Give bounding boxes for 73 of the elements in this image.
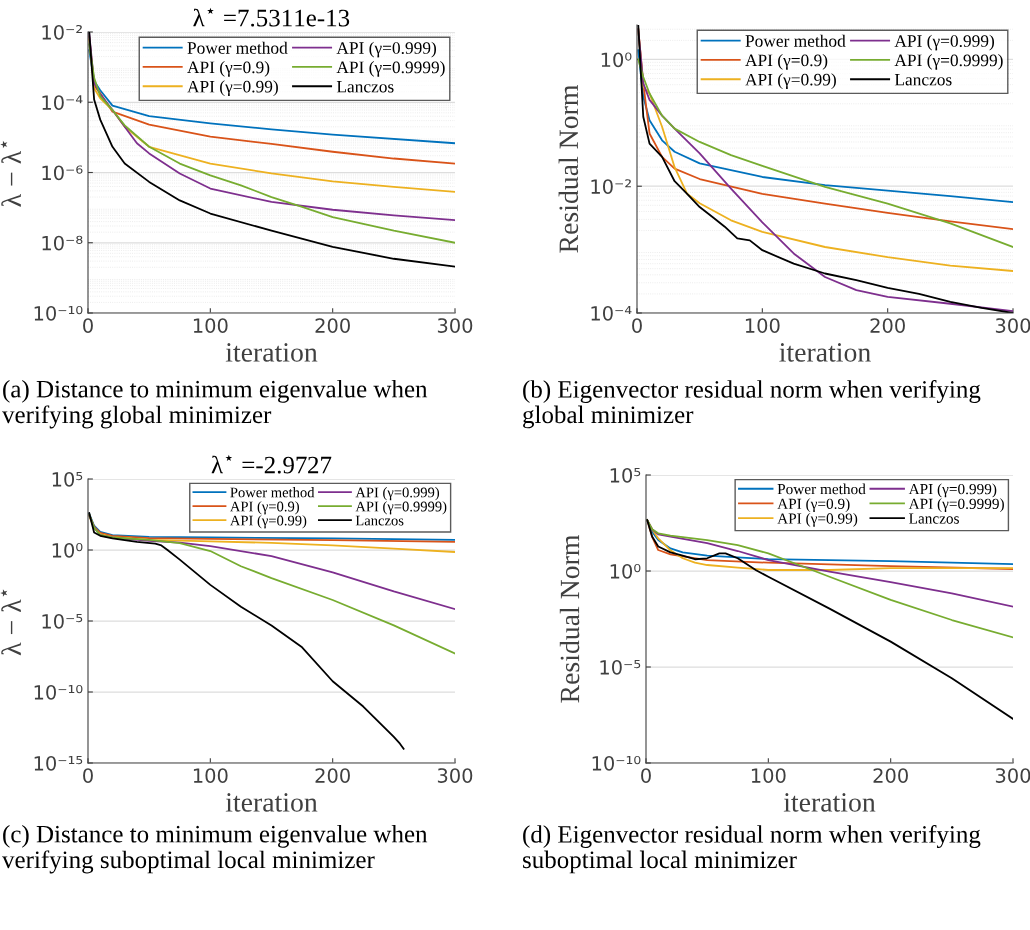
legend-label: API (γ=0.999) — [336, 41, 437, 58]
line-series — [637, 49, 1013, 204]
x-axis-title: iteration — [779, 343, 871, 362]
x-axis-title: iteration — [225, 793, 318, 812]
text: (b) Eigenvector residual norm when verifying global minimizer — [523, 380, 981, 429]
x-tick-label: 0 — [83, 768, 93, 783]
legend-label: Lanczos — [336, 80, 394, 93]
legend-label: API (γ=0.99) — [745, 73, 836, 90]
x-axis-title: iteration — [783, 793, 876, 812]
x-tick-label: 100 — [193, 318, 228, 333]
legend-label: Lanczos — [355, 515, 404, 526]
y-tick-label: 10⁰ — [52, 542, 83, 558]
y-axis-title: Residual Norm — [558, 84, 579, 253]
legend-label: Power method — [230, 487, 315, 498]
x-tick-label: 300 — [437, 768, 473, 783]
y-tick-label: 10⁻¹⁵ — [34, 755, 83, 771]
chart-title: λ$^{⋆}$ =7.5311e-13 — [193, 7, 350, 27]
legend-label: API (γ=0.999) — [355, 487, 440, 501]
x-tick-label: 100 — [745, 318, 780, 333]
x-tick-label: 0 — [641, 768, 651, 783]
x-tick-label: 200 — [315, 318, 350, 333]
y-tick-label: 10⁻² — [42, 24, 82, 40]
y-tick-label: 10⁻¹⁰ — [34, 305, 83, 321]
x-tick-label: 300 — [995, 768, 1030, 783]
y-tick-label: 10⁰ — [610, 563, 641, 579]
text: (c) Distance to minimum eigenvalue when verifying suboptimal local minimizer — [2, 825, 428, 874]
y-tick-label: 10⁻⁸ — [42, 235, 83, 251]
y-tick-label: 10⁻¹⁰ — [34, 684, 83, 700]
y-axis-title: Residual Norm — [559, 534, 580, 703]
y-tick-label: 10⁰ — [601, 52, 632, 68]
y-tick-label: 10⁻⁴ — [42, 95, 83, 110]
legend-label: API (γ=0.9) — [777, 498, 850, 513]
x-tick-label: 200 — [870, 318, 905, 333]
x-axis-title: iteration — [225, 343, 318, 362]
y-axis-title: λ − λ$^{⋆}$ — [0, 589, 21, 656]
legend-label: API (γ=0.9) — [745, 53, 828, 70]
legend-label: API (γ=0.999) — [894, 34, 995, 51]
legend-label: API (γ=0.9999) — [336, 60, 445, 77]
legend-label: Power method — [745, 34, 846, 47]
legend-label: API (γ=0.9) — [187, 60, 270, 77]
legend-label: API (γ=0.99) — [777, 512, 858, 527]
x-tick-label: 0 — [632, 318, 642, 333]
legend-label: API (γ=0.99) — [230, 515, 307, 529]
y-tick-label: 10⁻⁵ — [600, 659, 641, 675]
x-tick-label: 300 — [437, 318, 473, 333]
legend-label: API (γ=0.99) — [187, 80, 278, 97]
y-tick-label: 10⁵ — [52, 471, 83, 487]
y-tick-label: 10⁻² — [591, 179, 631, 194]
y-tick-label: 10⁻¹⁰ — [592, 755, 641, 771]
legend-label: API (γ=0.9) — [230, 501, 299, 515]
x-tick-label: 0 — [83, 318, 93, 333]
legend-label: Lanczos — [894, 73, 952, 86]
y-tick-label: 10⁻⁴ — [591, 305, 632, 321]
chart-title: λ$^{⋆}$ =-2.9727 — [211, 454, 332, 474]
y-tick-label: 10⁵ — [610, 467, 641, 483]
x-tick-label: 300 — [995, 318, 1030, 333]
legend-label: API (γ=0.999) — [908, 483, 997, 498]
legend-label: API (γ=0.9999) — [908, 498, 1004, 513]
x-tick-label: 200 — [315, 768, 350, 783]
y-tick-label: 10⁻⁵ — [42, 613, 83, 629]
legend-label: Power method — [187, 41, 288, 54]
x-tick-label: 100 — [193, 768, 228, 783]
y-tick-label: 10⁻⁶ — [42, 165, 83, 181]
x-tick-label: 100 — [751, 768, 786, 783]
y-axis-title: λ − λ$^{⋆}$ — [0, 140, 21, 207]
line-series — [88, 515, 455, 553]
text: (d) Eigenvector residual norm when verifying suboptimal local minimizer — [523, 825, 981, 874]
text: (a) Distance to minimum eigenvalue when verifying global minimizer — [2, 380, 428, 429]
legend-label: API (γ=0.9999) — [355, 501, 447, 515]
legend-label: Lanczos — [909, 513, 959, 524]
legend-label: Power method — [777, 483, 866, 495]
legend-label: API (γ=0.9999) — [894, 53, 1003, 70]
x-tick-label: 200 — [873, 768, 908, 783]
